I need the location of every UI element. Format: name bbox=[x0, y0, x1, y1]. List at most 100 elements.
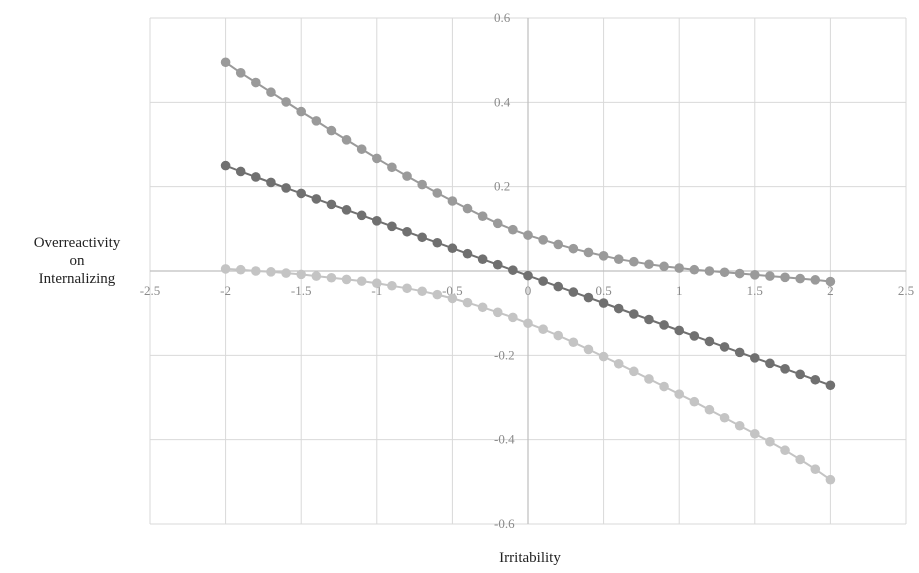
x-tick-label: -0.5 bbox=[442, 283, 463, 298]
series-1 bbox=[220, 57, 836, 287]
series-1-point bbox=[462, 203, 473, 214]
series-2-point bbox=[629, 309, 639, 319]
series-2-point bbox=[613, 303, 624, 314]
series-2-point bbox=[311, 194, 322, 204]
series-3-point bbox=[719, 412, 730, 423]
series-1-point bbox=[266, 87, 276, 98]
series-group bbox=[220, 57, 836, 485]
series-1-point bbox=[659, 261, 669, 272]
y-tick-label: 0.6 bbox=[494, 10, 511, 25]
series-2-point bbox=[508, 265, 518, 275]
x-tick-label: -2.5 bbox=[140, 283, 161, 298]
y-tick-label: -0.6 bbox=[494, 516, 515, 531]
series-2-point bbox=[689, 331, 700, 341]
series-1-point bbox=[508, 224, 518, 235]
x-tick-label: 1 bbox=[676, 283, 683, 298]
series-3-point bbox=[538, 324, 548, 334]
series-2-point bbox=[341, 205, 352, 215]
x-tick-label: 2 bbox=[827, 283, 834, 298]
series-3-point bbox=[266, 267, 276, 277]
x-tick-label: 1.5 bbox=[747, 283, 763, 298]
series-1-point bbox=[719, 267, 730, 278]
series-2-point bbox=[553, 281, 564, 292]
series-2-point bbox=[356, 210, 367, 221]
series-2-point bbox=[417, 232, 427, 243]
y-axis-label-line-1: Overreactivity bbox=[33, 235, 121, 251]
series-2-point bbox=[598, 298, 609, 308]
series-2-point bbox=[281, 183, 291, 193]
y-axis-label: Overreactivity on Internalizing bbox=[2, 234, 152, 288]
series-1-point bbox=[447, 196, 458, 206]
x-tick-label: -1.5 bbox=[291, 283, 312, 298]
series-1-point bbox=[492, 218, 503, 229]
series-3-point bbox=[750, 428, 760, 439]
series-1-point bbox=[553, 239, 564, 250]
series-3-point bbox=[311, 271, 322, 281]
series-1-point bbox=[477, 211, 488, 221]
tick-labels: -2.5 -2 -1.5 -1 -0.5 0 0.5 1 1.5 2 2.5 0.6 0.4 0.2 -0.… bbox=[140, 10, 914, 531]
series-3-point bbox=[387, 280, 397, 291]
series-3-point bbox=[568, 337, 579, 348]
series-3-point bbox=[765, 436, 775, 447]
series-3-point bbox=[583, 344, 594, 355]
series-2-point bbox=[235, 166, 246, 177]
series-2-point bbox=[251, 172, 261, 182]
series-3-point bbox=[356, 276, 367, 286]
series-1-point bbox=[825, 276, 836, 287]
series-1-point bbox=[372, 153, 382, 164]
y-tick-label: -0.4 bbox=[494, 432, 515, 447]
series-3-point bbox=[598, 351, 609, 362]
series-1-point bbox=[644, 259, 654, 270]
series-3 bbox=[220, 264, 836, 485]
series-1-point bbox=[795, 273, 805, 284]
series-3-point bbox=[372, 278, 382, 289]
series-3-point bbox=[674, 389, 684, 399]
y-tick-label: -0.2 bbox=[494, 347, 515, 362]
series-2-point bbox=[266, 177, 276, 188]
series-2-point bbox=[734, 347, 745, 358]
series-3-point bbox=[477, 302, 488, 313]
series-1-point bbox=[341, 135, 352, 145]
series-3-point bbox=[780, 445, 790, 456]
series-2-point bbox=[644, 314, 654, 325]
series-3-point bbox=[825, 474, 836, 485]
series-1-point bbox=[417, 179, 427, 190]
series-3-point bbox=[220, 264, 231, 274]
series-1-point bbox=[613, 254, 624, 264]
series-2-point bbox=[432, 237, 443, 248]
series-3-point bbox=[251, 266, 261, 276]
series-2-point bbox=[704, 336, 715, 347]
series-2-point bbox=[659, 320, 669, 330]
series-1-point bbox=[780, 272, 790, 283]
series-1-point bbox=[689, 264, 700, 275]
x-tick-label: 0.5 bbox=[595, 283, 611, 298]
series-3-point bbox=[417, 286, 427, 297]
series-3-point bbox=[613, 358, 624, 369]
series-1-point bbox=[387, 162, 397, 173]
series-3-point bbox=[492, 307, 503, 318]
series-2-point bbox=[795, 369, 805, 380]
series-2-point bbox=[477, 254, 488, 264]
series-2-point bbox=[719, 342, 730, 352]
series-1-point bbox=[750, 269, 760, 280]
series-2-point bbox=[674, 325, 684, 336]
series-1-point bbox=[402, 171, 412, 181]
series-2-point bbox=[492, 259, 503, 270]
series-1-point bbox=[765, 271, 775, 281]
series-3-point bbox=[810, 464, 821, 474]
series-3-point bbox=[704, 404, 715, 415]
series-1-point bbox=[296, 106, 307, 117]
series-1-point bbox=[810, 275, 821, 285]
series-3-point bbox=[402, 283, 412, 294]
series-2-point bbox=[220, 160, 231, 171]
y-axis-label-line-2: on bbox=[69, 253, 85, 269]
x-tick-label: 2.5 bbox=[898, 283, 914, 298]
series-1-point bbox=[235, 68, 246, 78]
series-2-point bbox=[372, 216, 382, 226]
series-1-point bbox=[432, 188, 443, 198]
series-2-point bbox=[780, 364, 790, 374]
series-2-point bbox=[296, 188, 307, 199]
series-2-point bbox=[750, 353, 760, 363]
series-3-point bbox=[734, 420, 745, 431]
series-2-point bbox=[810, 374, 821, 385]
